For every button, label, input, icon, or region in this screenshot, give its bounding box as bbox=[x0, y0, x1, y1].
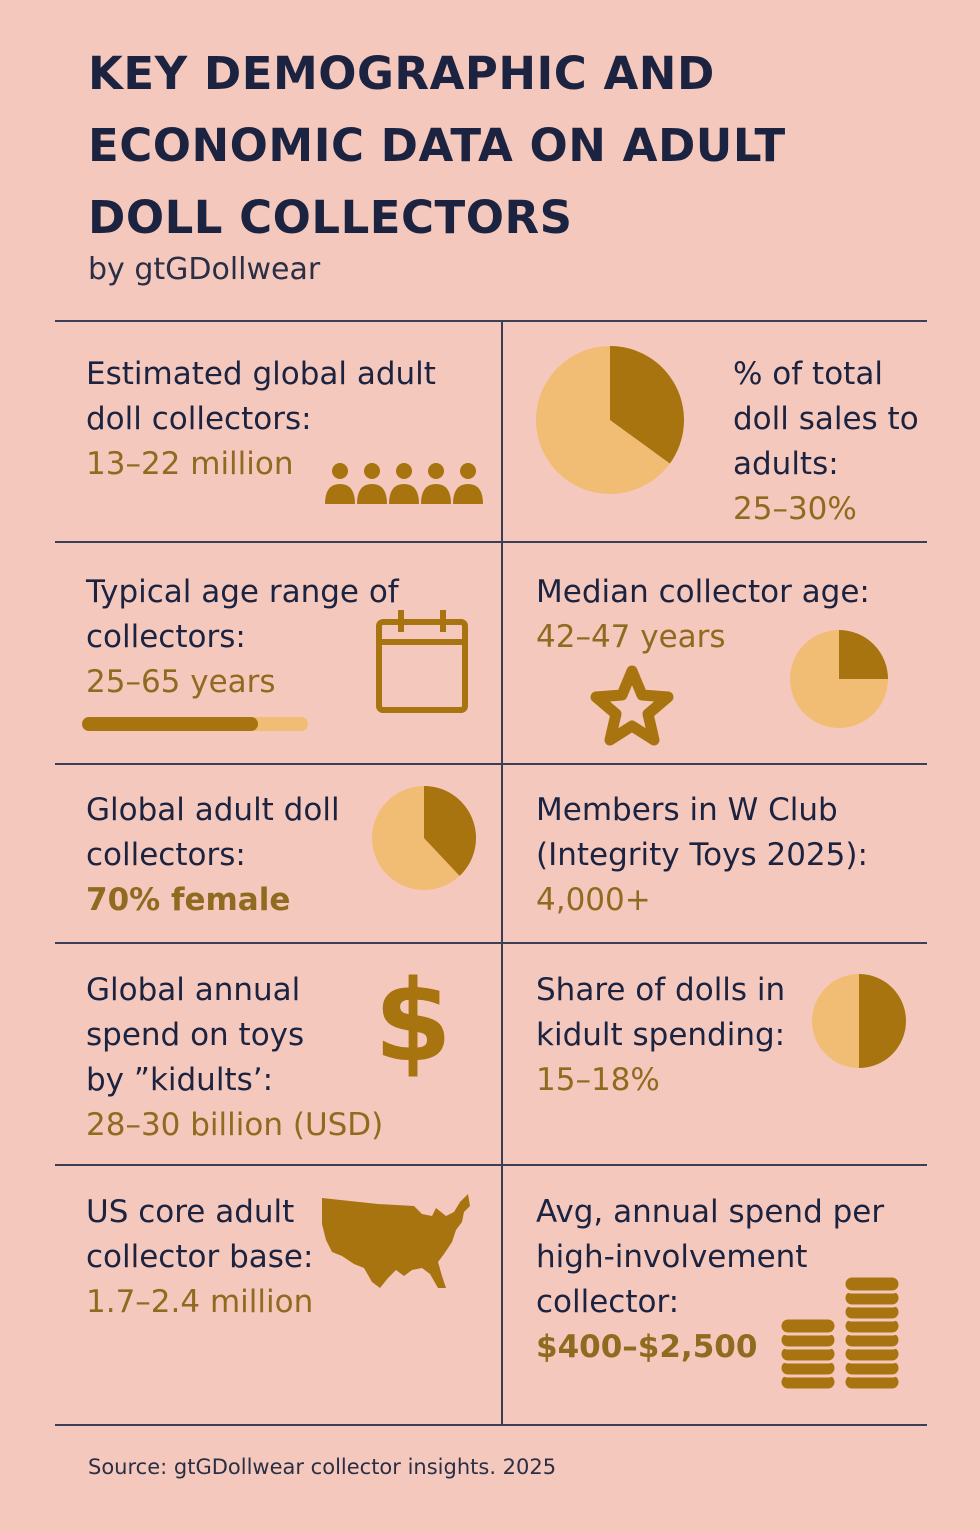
age-range-bar bbox=[82, 717, 308, 731]
cell-value: 42–47 years bbox=[536, 619, 726, 655]
cell-label: collector: bbox=[536, 1284, 680, 1320]
cell-value: 70% female bbox=[86, 882, 291, 918]
cell-label: by ”kidults’: bbox=[86, 1062, 274, 1098]
cell-label: Global adult doll bbox=[86, 792, 340, 828]
cell-value: 28–30 billion (USD) bbox=[86, 1107, 384, 1143]
divider bbox=[501, 320, 503, 1426]
cell-label: doll sales to bbox=[733, 401, 919, 437]
avg-spend-cell: Avg, annual spend per high-involvement c… bbox=[536, 1190, 884, 1370]
cell-value: 13–22 million bbox=[86, 446, 294, 482]
cell-label: collectors: bbox=[86, 837, 246, 873]
title-line: ECONOMIC DATA ON ADULT bbox=[88, 119, 786, 172]
divider bbox=[55, 541, 927, 543]
cell-value: 15–18% bbox=[536, 1062, 660, 1098]
cell-label: adults: bbox=[733, 446, 839, 482]
divider bbox=[55, 1424, 927, 1426]
pie-slice bbox=[610, 346, 684, 464]
cell-value: 25–65 years bbox=[86, 664, 276, 700]
cell-label: US core adult bbox=[86, 1194, 295, 1230]
kidult-spend-cell: Global annual spend on toys by ”kidults’… bbox=[86, 968, 383, 1148]
cell-label: spend on toys bbox=[86, 1017, 305, 1053]
title-line: DOLL COLLECTORS bbox=[88, 191, 573, 244]
cell-label: Avg, annual spend per bbox=[536, 1194, 885, 1230]
adult-share-cell: % of total doll sales to adults: 25–30% bbox=[733, 352, 919, 532]
cell-label: collector base: bbox=[86, 1239, 314, 1275]
pie-chart-icon bbox=[536, 346, 684, 494]
calendar-icon bbox=[376, 610, 468, 713]
star-icon bbox=[590, 665, 674, 746]
female-share-cell: Global adult doll collectors: 70% female bbox=[86, 788, 340, 923]
divider bbox=[55, 1164, 927, 1166]
doll-share-cell: Share of dolls in kidult spending: 15–18… bbox=[536, 968, 785, 1103]
cell-label: collectors: bbox=[86, 619, 246, 655]
global-collectors-cell: Estimated global adult doll collectors: … bbox=[86, 352, 436, 487]
cell-label: Median collector age: bbox=[536, 574, 870, 610]
divider bbox=[55, 320, 927, 322]
dollar-icon: $ bbox=[374, 957, 452, 1087]
cell-value: 4,000+ bbox=[536, 882, 651, 918]
people-icon bbox=[325, 463, 483, 504]
byline: by gtGDollwear bbox=[88, 252, 321, 287]
us-base-cell: US core adult collector base: 1.7–2.4 mi… bbox=[86, 1190, 313, 1325]
cell-label: Global annual bbox=[86, 972, 301, 1008]
pie-chart-icon bbox=[372, 786, 476, 890]
w-club-cell: Members in W Club (Integrity Toys 2025):… bbox=[536, 788, 868, 923]
title-line: KEY DEMOGRAPHIC AND bbox=[88, 47, 715, 100]
divider bbox=[55, 942, 927, 944]
median-age-cell: Median collector age: 42–47 years bbox=[536, 570, 870, 660]
divider bbox=[55, 763, 927, 765]
cell-value: $400–$2,500 bbox=[536, 1329, 758, 1365]
age-range-bar-fill bbox=[82, 717, 259, 731]
pie-chart-icon bbox=[812, 974, 906, 1068]
cell-value: 25–30% bbox=[733, 491, 857, 527]
cell-value: 1.7–2.4 million bbox=[86, 1284, 314, 1320]
pie-chart-icon bbox=[790, 630, 888, 728]
cell-label: Share of dolls in bbox=[536, 972, 786, 1008]
cell-label: (Integrity Toys 2025): bbox=[536, 837, 868, 873]
pie-slice bbox=[424, 786, 476, 876]
cell-label: kidult spending: bbox=[536, 1017, 786, 1053]
source-note: Source: gtGDollwear collector insights. … bbox=[88, 1455, 557, 1479]
coins-icon bbox=[778, 1276, 902, 1392]
cell-label: % of total bbox=[733, 356, 883, 392]
cell-label: high-involvement bbox=[536, 1239, 808, 1275]
page-title: KEY DEMOGRAPHIC AND ECONOMIC DATA ON ADU… bbox=[88, 38, 948, 254]
cell-label: Typical age range of bbox=[86, 574, 399, 610]
pie-slice bbox=[859, 974, 906, 1068]
usa-map-icon bbox=[322, 1194, 470, 1288]
pie-slice bbox=[839, 630, 888, 679]
cell-label: Estimated global adult bbox=[86, 356, 436, 392]
cell-label: doll collectors: bbox=[86, 401, 312, 437]
cell-label: Members in W Club bbox=[536, 792, 838, 828]
age-range-cell: Typical age range of collectors: 25–65 y… bbox=[86, 570, 399, 705]
